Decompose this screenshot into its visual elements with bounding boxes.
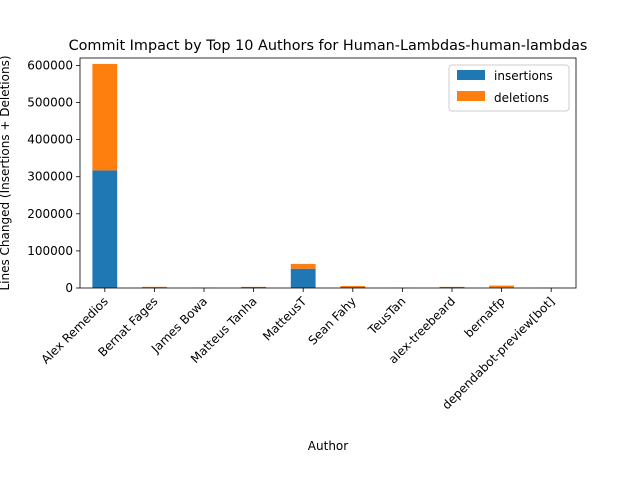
y-tick-label: 400000 [27, 133, 73, 147]
x-tick-label-sean-fahy: Sean Fahy [305, 294, 358, 347]
x-tick-label-matteust: MatteusT [260, 294, 310, 344]
bar-insertions-matteust [291, 269, 316, 288]
y-tick-label: 0 [65, 281, 73, 295]
legend-label-deletions: deletions [494, 91, 549, 105]
y-tick-label: 600000 [27, 58, 73, 72]
bar-deletions-sean-fahy [340, 286, 365, 287]
bar-deletions-matteust [291, 264, 316, 269]
y-tick-label: 200000 [27, 207, 73, 221]
legend-label-insertions: insertions [494, 69, 553, 83]
legend: insertions deletions [449, 65, 569, 111]
legend-swatch-insertions [457, 70, 485, 80]
bar-deletions-bernat-fages [142, 287, 167, 288]
bar-insertions-alex-remedios [92, 170, 117, 288]
bar-deletions-alex-remedios [92, 64, 117, 170]
y-axis-label: Lines Changed (Insertions + Deletions) [0, 55, 12, 290]
y-tick-label: 100000 [27, 244, 73, 258]
x-tick-label-alex-remedios: Alex Remedios [38, 294, 110, 366]
bar-deletions-bernatfp [489, 286, 514, 288]
chart-title: Commit Impact by Top 10 Authors for Huma… [69, 38, 588, 54]
x-tick-label-teustan: TeusTan [365, 294, 409, 338]
y-axis: 0 100000 200000 300000 400000 500000 600000 [27, 58, 80, 295]
y-tick-label: 500000 [27, 96, 73, 110]
y-tick-label: 300000 [27, 170, 73, 184]
x-axis-label: Author [308, 439, 348, 453]
legend-swatch-deletions [457, 91, 485, 101]
x-tick-label-bernatfp: bernatfp [462, 294, 508, 340]
